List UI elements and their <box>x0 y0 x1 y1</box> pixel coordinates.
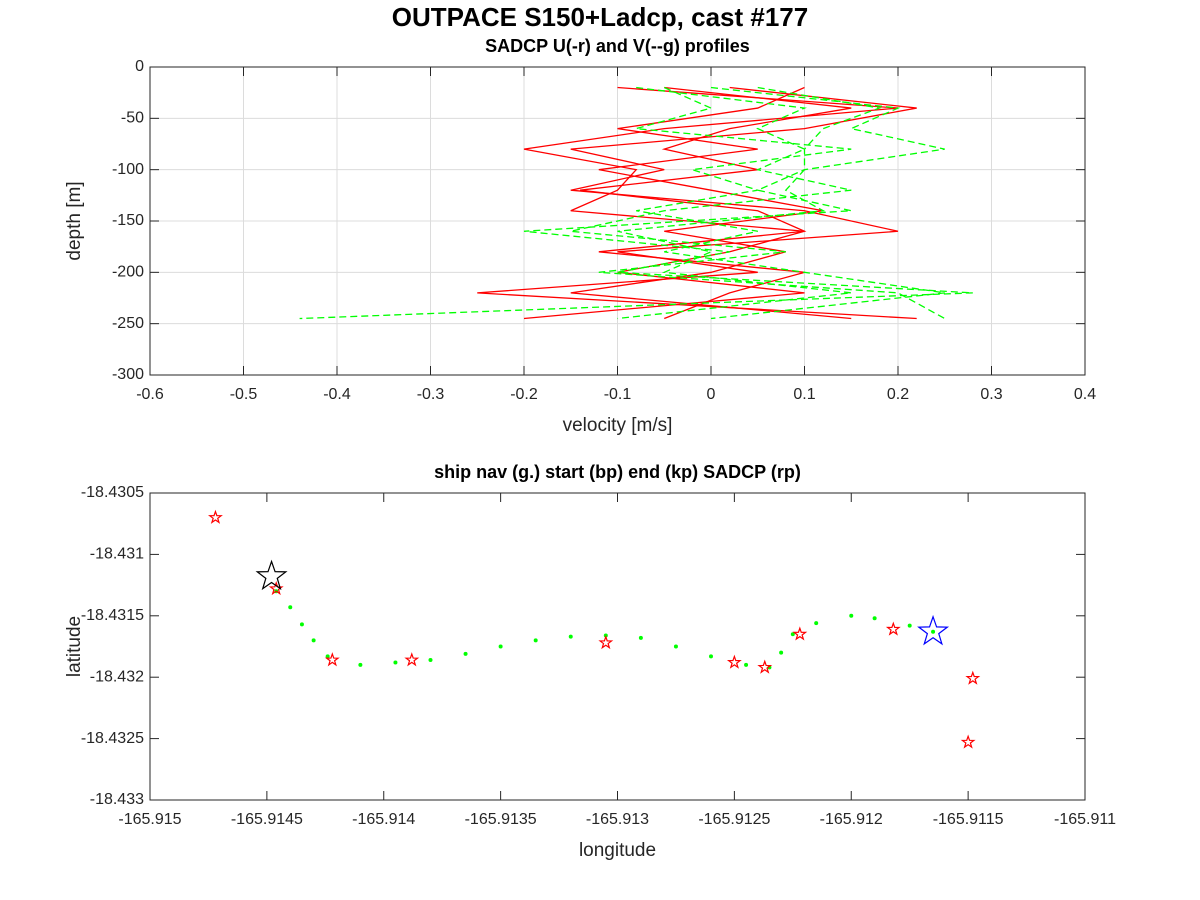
plot-area <box>150 493 1085 800</box>
x-tick-label: -0.4 <box>323 386 351 403</box>
x-tick-label: -0.3 <box>417 386 445 403</box>
profile-line <box>570 86 946 320</box>
x-tick-label: -0.2 <box>510 386 538 403</box>
nav-point <box>814 621 819 626</box>
y-tick-label: -300 <box>112 366 144 383</box>
nav-point <box>568 634 573 639</box>
x-tick-label: -165.915 <box>118 811 181 828</box>
y-tick-label: -18.431 <box>90 546 144 563</box>
nav-point <box>358 662 363 667</box>
star-marker <box>917 614 950 646</box>
star-marker <box>792 626 808 641</box>
y-axis-label: latitude <box>64 616 85 677</box>
nav-point <box>907 623 912 628</box>
x-tick-label: -165.9115 <box>933 811 1004 828</box>
y-tick-label: 0 <box>135 58 144 75</box>
nav-point <box>533 638 538 643</box>
nav-point <box>790 632 795 637</box>
axes-title: ship nav (g.) start (bp) end (kp) SADCP … <box>434 462 801 482</box>
nav-point <box>311 638 316 643</box>
profile-line <box>617 86 882 320</box>
x-tick-label: 0.1 <box>793 386 815 403</box>
nav-point <box>463 651 468 656</box>
x-tick-label: -165.9145 <box>231 811 303 828</box>
nav-point <box>393 660 398 665</box>
star-marker <box>726 654 742 669</box>
x-tick-label: -0.5 <box>230 386 258 403</box>
x-tick-label: 0.3 <box>980 386 1002 403</box>
plot-content <box>207 509 981 749</box>
nav-point <box>849 613 854 618</box>
axes-title: SADCP U(-r) and V(--g) profiles <box>485 36 750 56</box>
y-tick-label: -150 <box>112 212 144 229</box>
y-axis-label: depth [m] <box>64 181 85 260</box>
nav-point <box>288 605 293 610</box>
x-tick-label: 0.4 <box>1074 386 1096 403</box>
y-tick-label: -100 <box>112 161 144 178</box>
star-marker <box>885 621 901 636</box>
axes-box <box>149 66 1086 376</box>
y-tick-label: -18.4315 <box>81 607 144 624</box>
x-tick-label: -165.912 <box>820 811 883 828</box>
figure-title: OUTPACE S150+Ladcp, cast #177 <box>392 2 808 32</box>
star-marker <box>960 734 976 749</box>
star-marker <box>324 652 340 667</box>
star-marker <box>207 509 223 524</box>
nav-point <box>872 616 877 621</box>
y-tick-label: -18.4305 <box>81 484 144 501</box>
nav-point <box>325 654 330 659</box>
nav-point <box>299 622 304 627</box>
star-marker <box>268 580 284 596</box>
y-tick-label: -250 <box>112 315 144 332</box>
nav-point <box>638 635 643 640</box>
star-marker <box>255 559 288 591</box>
y-tick-label: -18.4325 <box>81 730 144 747</box>
x-axis-label: velocity [m/s] <box>563 415 673 436</box>
plot-content <box>299 86 973 320</box>
star-marker <box>404 652 420 667</box>
axes-box <box>149 492 1086 801</box>
x-tick-label: -165.9135 <box>465 811 537 828</box>
star-marker <box>598 634 614 650</box>
x-tick-label: -0.6 <box>136 386 164 403</box>
nav-point <box>673 644 678 649</box>
nav-point <box>709 654 713 659</box>
x-tick-label: 0.2 <box>887 386 909 403</box>
x-tick-label: -0.1 <box>604 386 632 403</box>
nav-point <box>744 662 749 667</box>
y-tick-label: -200 <box>112 264 144 281</box>
profile-line <box>477 86 917 320</box>
y-tick-label: -18.432 <box>90 668 144 685</box>
y-tick-label: -18.433 <box>90 791 144 808</box>
x-tick-label: -165.9125 <box>698 811 770 828</box>
profile-line <box>636 86 945 320</box>
profile-line <box>523 86 899 320</box>
x-axis-label: longitude <box>579 840 656 861</box>
y-tick-label: -50 <box>121 110 144 127</box>
nav-point <box>428 658 433 663</box>
x-tick-label: -165.911 <box>1054 811 1116 828</box>
nav-point <box>498 644 503 649</box>
nav-point <box>931 629 936 634</box>
x-tick-label: -165.913 <box>586 811 649 828</box>
x-tick-label: 0 <box>707 386 716 403</box>
star-marker <box>757 659 773 674</box>
star-marker <box>965 670 981 685</box>
nav-point <box>779 650 784 655</box>
x-tick-label: -165.914 <box>352 811 415 828</box>
